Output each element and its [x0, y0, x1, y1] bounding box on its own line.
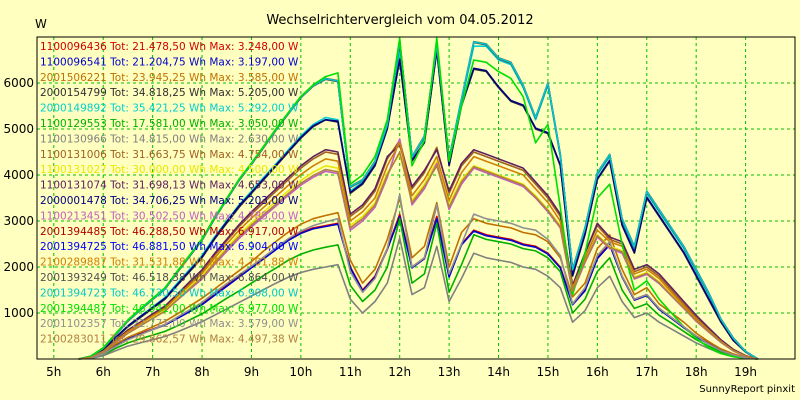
series-line-8	[78, 153, 759, 360]
series-line-17	[78, 37, 758, 360]
legend-entry-18: 2001102357 Tot: 22.771,00 Wh Max: 3.579,…	[40, 318, 299, 330]
x-tick-label-6: 11h	[339, 365, 362, 379]
x-tick-label-2: 7h	[145, 365, 160, 379]
x-tick-label-0: 5h	[46, 365, 61, 379]
series-line-14	[78, 142, 759, 360]
x-tick-label-11: 16h	[586, 365, 609, 379]
y-tick-label-2: 3000	[3, 214, 34, 228]
legend-entry-16: 2001394723 Tot: 46.730,50 Wh Max: 6.908,…	[40, 287, 299, 299]
legend: 1100096436 Tot: 21.478,50 Wh Max: 3.248,…	[40, 41, 299, 346]
series-line-9	[78, 144, 759, 360]
series-line-10	[78, 49, 759, 360]
series-line-19	[78, 151, 759, 360]
legend-entry-13: 2001394725 Tot: 46.881,50 Wh Max: 6.904,…	[40, 241, 299, 253]
legend-entry-1: 1100096541 Tot: 21.204,75 Wh Max: 3.197,…	[40, 56, 299, 68]
y-tick-label-4: 5000	[3, 122, 34, 136]
series-line-6	[78, 237, 758, 360]
series-lines	[78, 37, 759, 360]
series-line-18	[78, 193, 758, 360]
legend-entry-5: 1100129553 Tot: 17.581,00 Wh Max: 3.050,…	[40, 118, 299, 130]
legend-entry-11: 1100213451 Tot: 30.502,50 Wh Max: 4.785,…	[40, 210, 299, 222]
legend-entry-10: 2000001478 Tot: 34.706,25 Wh Max: 5.203,…	[40, 195, 299, 207]
series-line-5	[78, 217, 758, 360]
footer-credit: SunnyReport pinxit	[699, 384, 795, 395]
legend-entry-19: 2100283011 Tot: 29.862,57 Wh Max: 4.497,…	[40, 334, 299, 346]
x-tick-label-1: 6h	[96, 365, 111, 379]
x-tick-label-8: 13h	[438, 365, 461, 379]
y-tick-label-1: 2000	[3, 260, 34, 274]
legend-entry-4: 2000149892 Tot: 35.421,25 Wh Max: 5.292,…	[40, 103, 299, 115]
x-tick-labels: 5h 6h 7h 8h 9h 10h 11h 12h 13h 14h 15h 16h 17h 18h 19h	[46, 365, 757, 379]
plot-frame	[36, 36, 796, 360]
series-line-2	[78, 197, 759, 360]
legend-entry-2: 2001506221 Tot: 23.945,25 Wh Max: 3.585,…	[40, 72, 299, 84]
x-tick-label-12: 17h	[635, 365, 658, 379]
legend-entry-17: 2001394487 Tot: 46.941,00 Wh Max: 6.977,…	[40, 303, 299, 315]
x-tick-label-3: 8h	[194, 365, 209, 379]
y-axis-label: W	[35, 17, 47, 31]
legend-entry-0: 1100096436 Tot: 21.478,50 Wh Max: 3.248,…	[40, 41, 299, 53]
x-tick-label-13: 18h	[685, 365, 708, 379]
y-tick-label-0: 1000	[3, 306, 34, 320]
x-tick-label-9: 14h	[487, 365, 510, 379]
y-tick-label-3: 4000	[3, 168, 34, 182]
x-tick-label-5: 10h	[289, 365, 312, 379]
series-line-7	[78, 139, 759, 360]
legend-entry-12: 2001394485 Tot: 46.288,50 Wh Max: 6.917,…	[40, 226, 299, 238]
legend-entry-7: 1100131006 Tot: 31.663,75 Wh Max: 4.754,…	[40, 149, 299, 161]
x-tick-label-14: 19h	[734, 365, 757, 379]
chart-title: Wechselrichtervergleich vom 04.05.2012	[266, 13, 533, 28]
y-tick-label-5: 6000	[3, 76, 34, 90]
legend-entry-14: 2100289887 Tot: 31.531,88 Wh Max: 4.701,…	[40, 257, 299, 269]
legend-entry-9: 1100131074 Tot: 31.698,13 Wh Max: 4.653,…	[40, 180, 299, 192]
legend-entry-15: 2001393249 Tot: 46.518,38 Wh Max: 6.864,…	[40, 272, 299, 284]
legend-entry-3: 2000154799 Tot: 34.818,25 Wh Max: 5.205,…	[40, 87, 299, 99]
x-tick-label-4: 9h	[244, 365, 259, 379]
legend-entry-6: 1100130966 Tot: 14.815,00 Wh Max: 2.630,…	[40, 133, 299, 145]
x-tick-label-10: 15h	[536, 365, 559, 379]
legend-entry-8: 1100131027 Tot: 30.000,00 Wh Max: 4.500,…	[40, 164, 299, 176]
x-tick-label-7: 12h	[388, 365, 411, 379]
y-tick-labels: 1000 2000 3000 4000 5000 6000	[3, 76, 34, 320]
